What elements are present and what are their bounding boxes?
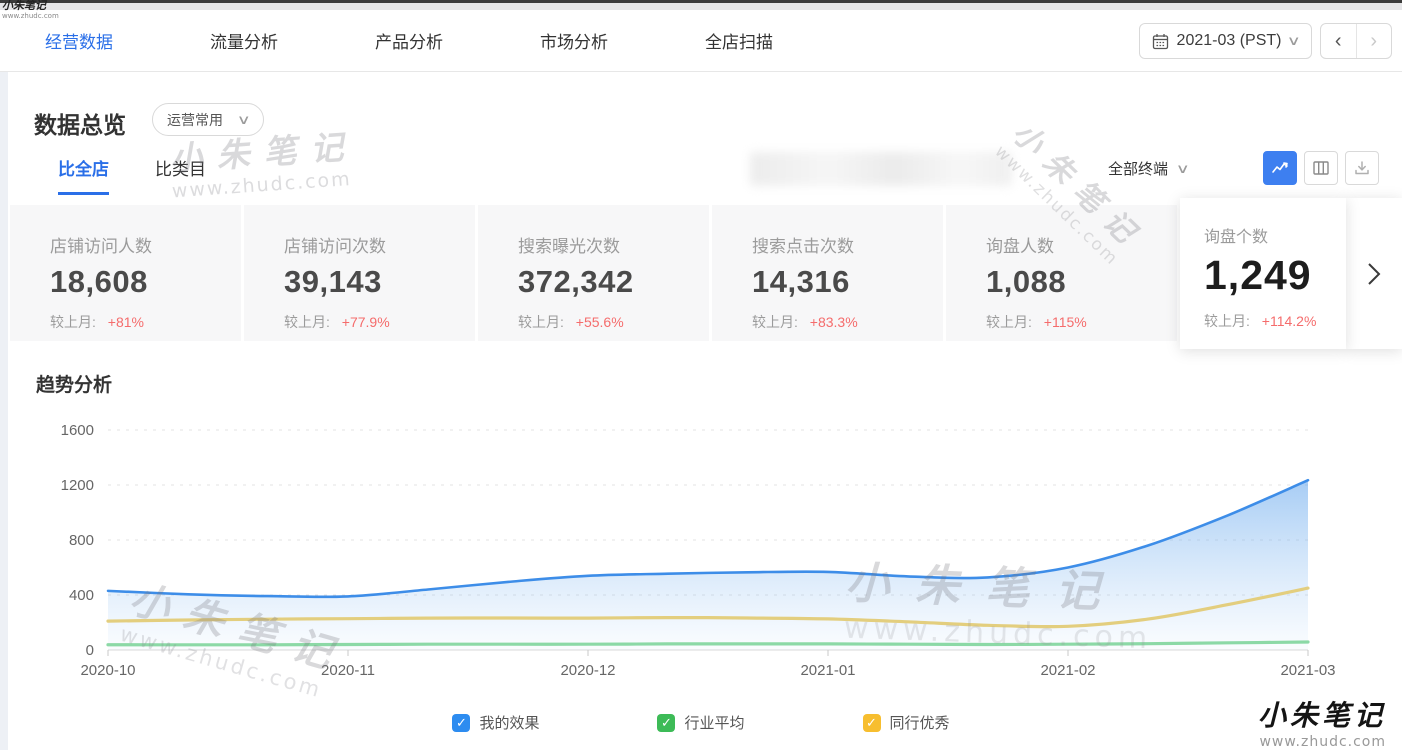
stat-value: 1,088: [986, 264, 1067, 299]
compare-tabs: 比全店 比类目: [58, 155, 206, 195]
legend-toggle-peer-excellent[interactable]: ✓ 同行优秀: [862, 712, 950, 733]
svg-text:0: 0: [86, 642, 94, 659]
download-icon: [1353, 159, 1371, 177]
terminal-dropdown-value: 全部终端: [1108, 161, 1169, 178]
chevron-down-icon: ∨: [1175, 160, 1190, 176]
nav-tabs: 经营数据 流量分析 产品分析 市场分析 全店扫描: [0, 28, 773, 53]
svg-text:800: 800: [69, 532, 94, 549]
tab-compare-category[interactable]: 比类目: [155, 160, 206, 179]
stat-change: +115%: [1043, 314, 1087, 330]
month-picker[interactable]: 2021-03 (PST) ∨: [1138, 23, 1312, 59]
preset-dropdown[interactable]: 运营常用 ∨: [152, 103, 264, 136]
compare-label: 较上月:: [986, 314, 1032, 330]
month-picker-value: 2021-03 (PST): [1176, 32, 1282, 49]
stat-change: +83.3%: [809, 314, 858, 330]
stat-label: 询盘个数: [1204, 229, 1269, 246]
stat-card-shop-visits[interactable]: 店铺访问次数 39,143 较上月: +77.9%: [244, 205, 475, 341]
window-strip: [0, 3, 1402, 10]
svg-text:2020-10: 2020-10: [80, 662, 135, 679]
svg-text:2021-01: 2021-01: [800, 662, 855, 679]
download-button[interactable]: [1345, 151, 1379, 185]
svg-text:2020-11: 2020-11: [321, 662, 375, 679]
checkbox-checked-icon: ✓: [862, 713, 881, 732]
stat-cards-row: 店铺访问人数 18,608 较上月: +81% 店铺访问次数 39,143 较上…: [10, 198, 1402, 349]
legend-toggle-my-performance[interactable]: ✓ 我的效果: [452, 712, 539, 733]
table-view-button[interactable]: [1304, 151, 1338, 185]
chevron-down-icon: ∨: [236, 111, 251, 127]
preset-dropdown-value: 运营常用: [167, 111, 223, 128]
stat-compare: 较上月: +83.3%: [752, 312, 943, 332]
redacted-text-blur: [750, 152, 1012, 186]
compare-label: 较上月:: [50, 314, 96, 330]
top-nav: 经营数据 流量分析 产品分析 市场分析 全店扫描 2021-03 (PST) ∨…: [0, 10, 1402, 72]
page-left-margin: [0, 72, 8, 750]
stat-change: +81%: [107, 314, 144, 330]
nav-tab-market-analysis[interactable]: 市场分析: [540, 33, 608, 52]
stat-label: 搜索点击次数: [752, 237, 854, 256]
next-cards-button[interactable]: [1346, 198, 1402, 349]
prev-month-button[interactable]: ‹: [1321, 24, 1357, 58]
compare-label: 较上月:: [518, 314, 564, 330]
chart-view-button[interactable]: [1263, 151, 1297, 185]
chevron-down-icon: ∨: [1287, 33, 1302, 48]
stat-card-inquiry-count-selected[interactable]: 询盘个数 1,249 较上月: +114.2%: [1180, 198, 1346, 349]
stat-label: 店铺访问次数: [284, 237, 386, 256]
stat-compare: 较上月: +81%: [50, 312, 241, 332]
calendar-icon: [1152, 33, 1169, 50]
nav-tab-store-scan[interactable]: 全店扫描: [705, 33, 773, 52]
month-pager: ‹ ›: [1320, 23, 1392, 59]
svg-text:1600: 1600: [61, 422, 94, 439]
svg-text:2021-03: 2021-03: [1280, 662, 1335, 679]
stat-value: 14,316: [752, 264, 850, 299]
nav-tab-product-analysis[interactable]: 产品分析: [375, 33, 443, 52]
svg-text:2021-02: 2021-02: [1040, 662, 1095, 679]
svg-text:400: 400: [69, 587, 94, 604]
terminal-dropdown[interactable]: 全部终端 ∨: [1108, 158, 1190, 179]
checkbox-checked-icon: ✓: [657, 713, 676, 732]
compare-label: 较上月:: [284, 314, 330, 330]
stat-card-search-clicks[interactable]: 搜索点击次数 14,316 较上月: +83.3%: [712, 205, 943, 341]
stat-change: +77.9%: [341, 314, 390, 330]
stat-compare: 较上月: +114.2%: [1204, 311, 1346, 331]
stat-value: 1,249: [1204, 252, 1312, 298]
svg-text:2020-12: 2020-12: [560, 662, 615, 679]
chart-legend: ✓ 我的效果 ✓ 行业平均 ✓ 同行优秀: [0, 712, 1402, 733]
stat-compare: 较上月: +77.9%: [284, 312, 475, 332]
stat-change: +114.2%: [1261, 313, 1317, 329]
tab-compare-whole-shop[interactable]: 比全店: [58, 155, 109, 195]
next-month-button[interactable]: ›: [1370, 29, 1378, 52]
stat-compare: 较上月: +55.6%: [518, 312, 709, 332]
compare-label: 较上月:: [1204, 313, 1250, 329]
stat-change: +55.6%: [575, 314, 624, 330]
svg-text:1200: 1200: [61, 477, 94, 494]
table-columns-icon: [1312, 159, 1330, 177]
chevron-right-icon: [1364, 261, 1384, 287]
legend-label: 同行优秀: [889, 715, 950, 732]
watermark-site: www.zhudc.com: [1259, 734, 1387, 750]
legend-toggle-industry-average[interactable]: ✓ 行业平均: [657, 712, 745, 733]
trend-section-title: 趋势分析: [36, 375, 113, 396]
trend-area-chart[interactable]: 0 400 800 1200 1600 2020-10 2020-11 2020-12 2021…: [0, 400, 1402, 705]
stat-card-inquiry-people[interactable]: 询盘人数 1,088 较上月: +115%: [946, 205, 1177, 341]
legend-label: 我的效果: [479, 715, 540, 732]
stat-label: 店铺访问人数: [50, 237, 152, 256]
view-toolbar: [1263, 151, 1379, 185]
stat-card-shop-visitors[interactable]: 店铺访问人数 18,608 较上月: +81%: [10, 205, 241, 341]
stat-value: 18,608: [50, 264, 148, 299]
stat-compare: 较上月: +115%: [986, 312, 1177, 332]
stat-value: 39,143: [284, 264, 382, 299]
stat-card-search-impressions[interactable]: 搜索曝光次数 372,342 较上月: +55.6%: [478, 205, 709, 341]
stat-label: 询盘人数: [986, 237, 1054, 256]
overview-title: 数据总览: [34, 112, 126, 138]
stat-value: 372,342: [518, 264, 634, 299]
compare-label: 较上月:: [752, 314, 798, 330]
checkbox-checked-icon: ✓: [452, 713, 471, 732]
browser-top-edge: [0, 0, 1402, 3]
legend-label: 行业平均: [684, 715, 745, 732]
stat-label: 搜索曝光次数: [518, 237, 620, 256]
nav-tab-traffic-analysis[interactable]: 流量分析: [210, 33, 278, 52]
nav-tab-business-data[interactable]: 经营数据: [45, 33, 113, 52]
line-chart-icon: [1271, 159, 1289, 177]
